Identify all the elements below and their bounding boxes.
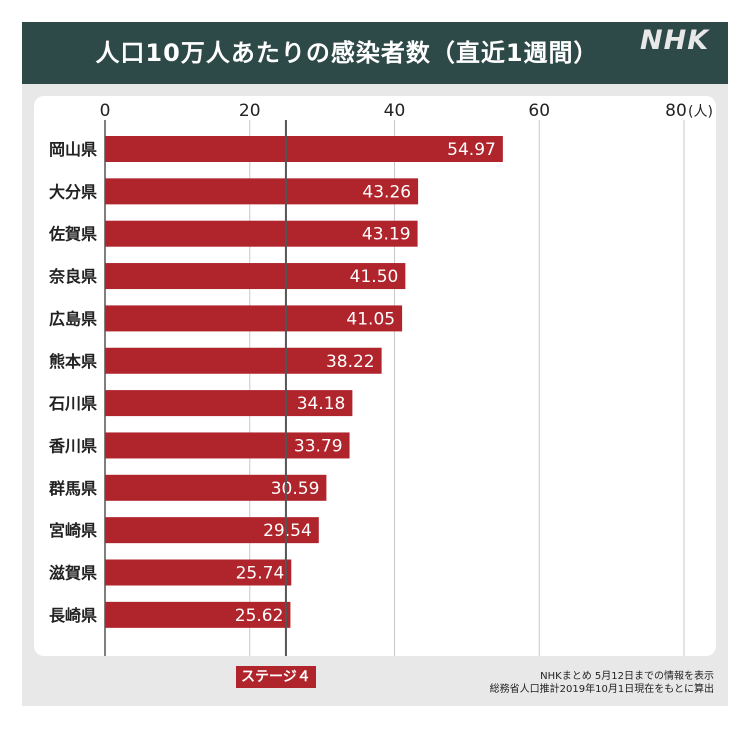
category-label: 奈良県 [48,267,97,286]
category-label: 滋賀県 [49,564,97,583]
category-label: 石川県 [48,394,97,413]
x-tick-label: 0 [100,101,111,121]
nhk-logo: NHK [640,25,710,56]
bar [105,136,503,162]
value-label: 30.59 [271,479,320,499]
chart-title: 人口10万人あたりの感染者数（直近1週間） [95,39,599,67]
bar [105,601,291,628]
category-label: 広島県 [49,309,97,328]
source-line-1: NHKまとめ 5月12日までの情報を表示 [540,671,714,682]
value-label: 38.22 [326,352,375,372]
header-bar [22,22,728,84]
x-unit-label: (人) [688,104,713,120]
stage-4-label: ステージ４ [236,666,316,688]
bar [105,559,292,586]
bar [105,220,418,247]
x-tick-label: 20 [239,101,261,121]
category-label: 大分県 [49,182,97,201]
x-tick-label: 80 [665,101,687,121]
value-label: 34.18 [297,394,346,414]
bar [105,305,403,332]
source-line-2: 総務省人口推計2019年10月1日現在をもとに算出 [489,684,714,695]
value-label: 25.74 [236,564,285,584]
category-label: 宮崎県 [49,521,97,540]
category-label: 群馬県 [49,479,97,498]
category-label: 長崎県 [49,606,97,625]
source-note: NHKまとめ 5月12日までの情報を表示 総務省人口推計2019年10月1日現在… [490,670,714,696]
value-label: 25.62 [235,606,284,626]
bar [105,474,327,501]
bar [105,178,419,205]
x-tick-label: 40 [384,101,406,121]
bar [105,263,406,290]
category-label: 熊本県 [49,352,97,371]
bar [105,432,350,459]
category-label: 佐賀県 [48,225,97,244]
bar [105,347,382,374]
x-tick-label: 60 [528,101,550,121]
value-label: 33.79 [294,436,343,456]
category-label: 香川県 [48,436,97,455]
bar-chart: 0 20 40 60 80 (人) 岡山県 54.97 大分県 43.26 佐賀県 43.19 奈良県 4… [48,101,713,656]
value-label: 29.54 [263,521,312,541]
bar [105,517,319,544]
bar [105,390,353,417]
value-label: 54.97 [447,140,496,160]
chart-panel: 0 20 40 60 80 (人) 岡山県 54.97 大分県 43.26 佐賀県 43.19 奈良県 4… [34,96,716,656]
value-label: 43.19 [362,225,411,245]
value-label: 41.05 [346,309,395,329]
value-label: 41.50 [350,267,399,287]
value-label: 43.26 [362,182,411,202]
category-label: 岡山県 [49,140,97,159]
